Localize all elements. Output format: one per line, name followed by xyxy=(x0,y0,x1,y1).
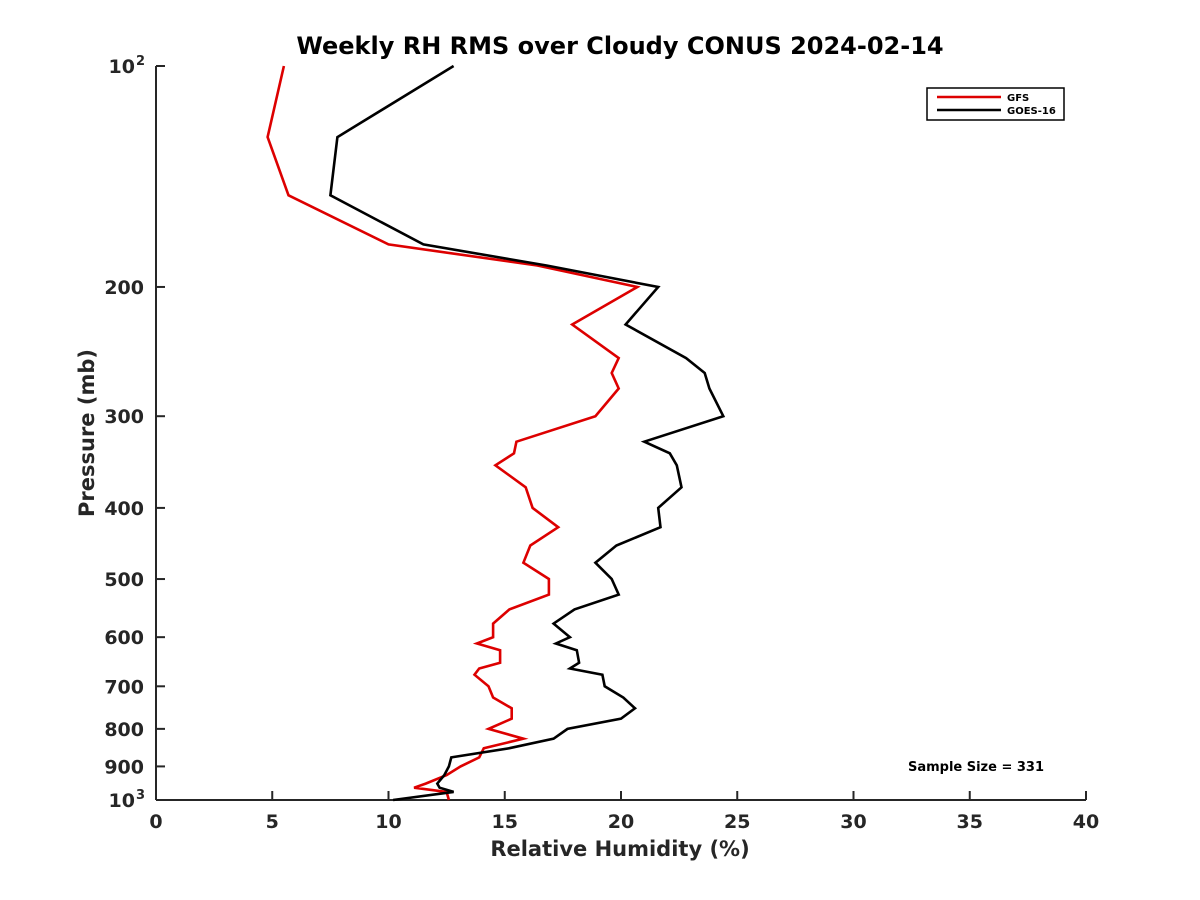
legend-label-goes-16: GOES-16 xyxy=(1007,106,1056,117)
series-line-goes-16 xyxy=(329,64,726,802)
y-tick-label: 900 xyxy=(104,756,144,778)
series-line-gfs xyxy=(266,65,641,801)
y-axis-label: Pressure (mb) xyxy=(75,349,99,517)
y-tick-label: 700 xyxy=(104,676,144,698)
x-tick-label: 30 xyxy=(840,811,866,833)
x-tick-label: 10 xyxy=(375,811,401,833)
x-tick-label: 35 xyxy=(957,811,983,833)
x-tick-label: 25 xyxy=(724,811,750,833)
y-tick-label-exponent: 2 xyxy=(136,54,145,69)
legend: GFS GOES-16 xyxy=(926,87,1065,121)
y-tick-label: 800 xyxy=(104,719,144,741)
chart-title: Weekly RH RMS over Cloudy CONUS 2024-02-… xyxy=(296,32,943,60)
y-tick-label-exponent: 3 xyxy=(136,788,145,803)
y-tick-label: 600 xyxy=(104,627,144,649)
y-tick-label: 200 xyxy=(104,277,144,299)
x-tick-label: 15 xyxy=(492,811,518,833)
sample-size-annotation: Sample Size = 331 xyxy=(908,760,1044,775)
y-tick-label-power: 10 2 xyxy=(109,54,146,78)
y-tick-label: 400 xyxy=(104,498,144,520)
x-tick-label: 0 xyxy=(149,811,162,833)
y-tick-label: 500 xyxy=(104,569,144,591)
y-tick-label-base: 10 xyxy=(109,56,135,78)
legend-box xyxy=(926,87,1065,121)
x-axis-label: Relative Humidity (%) xyxy=(490,837,749,861)
y-tick-label: 300 xyxy=(104,406,144,428)
y-tick-label-power: 10 3 xyxy=(109,788,146,812)
x-tick-label: 20 xyxy=(608,811,634,833)
y-tick-label-base: 10 xyxy=(109,790,135,812)
legend-label-gfs: GFS xyxy=(1007,93,1029,104)
x-tick-label: 5 xyxy=(266,811,279,833)
x-tick-label: 40 xyxy=(1073,811,1099,833)
